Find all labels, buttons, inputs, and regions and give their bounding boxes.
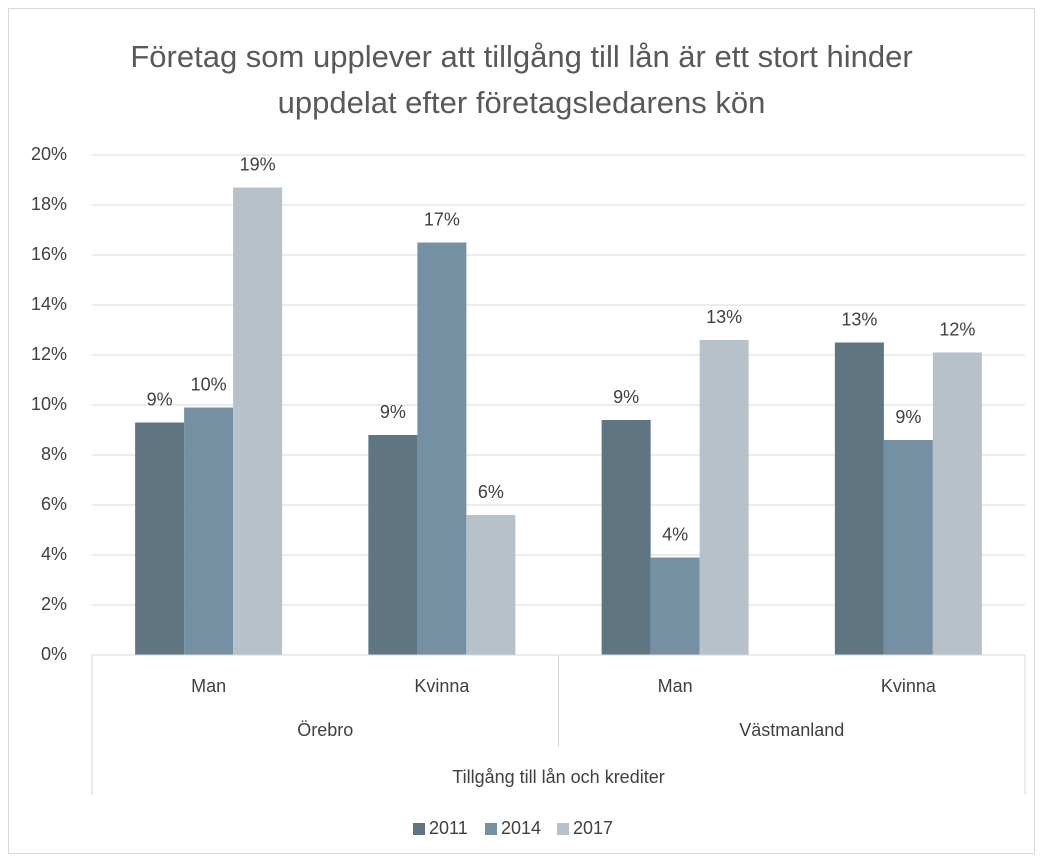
data-label: 13% (841, 309, 877, 329)
data-label: 6% (478, 482, 504, 502)
bar (834, 342, 884, 655)
data-label: 9% (895, 407, 921, 427)
bar (883, 440, 933, 655)
legend-swatch (485, 823, 497, 835)
bar (417, 242, 467, 655)
y-tick-label: 12% (31, 344, 67, 364)
bar (699, 340, 749, 655)
legend-swatch (557, 823, 569, 835)
y-tick-label: 10% (31, 394, 67, 414)
legend-label: 2017 (573, 818, 613, 838)
data-label: 9% (380, 402, 406, 422)
legend-label: 2011 (429, 818, 468, 838)
bar (135, 422, 185, 655)
data-label: 9% (147, 389, 173, 409)
y-tick-label: 2% (41, 594, 67, 614)
y-tick-label: 8% (41, 444, 67, 464)
bar (466, 515, 516, 655)
chart-title: Företag som upplever att tillgång till l… (130, 39, 913, 120)
y-tick-label: 6% (41, 494, 67, 514)
y-tick-label: 14% (31, 294, 67, 314)
group-label: Västmanland (739, 720, 844, 740)
data-label: 19% (240, 154, 276, 174)
bar (233, 187, 283, 655)
x-tick-label: Man (191, 676, 226, 696)
y-tick-label: 4% (41, 544, 67, 564)
x-tick-label: Kvinna (414, 676, 470, 696)
y-tick-label: 20% (31, 144, 67, 164)
bar (932, 352, 982, 655)
bar (184, 407, 234, 655)
data-label: 9% (613, 387, 639, 407)
data-label: 4% (662, 524, 688, 544)
bar (368, 435, 418, 655)
x-tick-label: Man (658, 676, 693, 696)
group-label: Örebro (297, 720, 353, 740)
data-label: 17% (424, 209, 460, 229)
x-axis-label: Tillgång till lån och krediter (452, 767, 664, 787)
data-label: 10% (191, 374, 227, 394)
y-tick-label: 0% (41, 644, 67, 664)
bar (601, 420, 651, 655)
data-label: 12% (939, 319, 975, 339)
legend-swatch (413, 823, 425, 835)
x-tick-label: Kvinna (881, 676, 937, 696)
legend-label: 2014 (501, 818, 541, 838)
y-tick-label: 16% (31, 244, 67, 264)
y-tick-label: 18% (31, 194, 67, 214)
bar (650, 557, 700, 655)
data-label: 13% (706, 307, 742, 327)
